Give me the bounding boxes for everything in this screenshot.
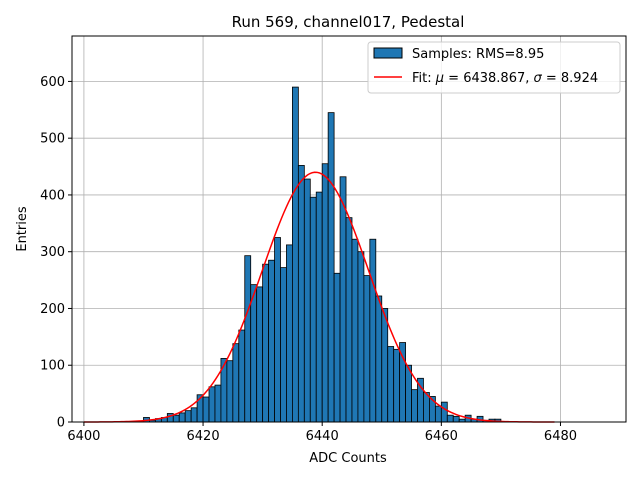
x-axis-label: ADC Counts xyxy=(309,451,387,466)
histogram-bars xyxy=(143,86,502,423)
x-tick-label: 6420 xyxy=(187,429,220,444)
histogram-bar xyxy=(297,165,305,423)
legend-sigma-symbol: σ xyxy=(534,71,543,86)
histogram-bar xyxy=(303,178,311,423)
x-tick-label: 6400 xyxy=(67,429,100,444)
gaussian-fit-curve xyxy=(83,171,555,423)
histogram-bar xyxy=(315,191,323,423)
y-tick-label: 100 xyxy=(40,359,65,374)
x-tick-label: 6480 xyxy=(544,429,577,444)
legend-samples-swatch xyxy=(373,47,403,59)
y-axis-label: Entries xyxy=(15,206,30,252)
histogram-bar xyxy=(208,386,216,423)
y-tick-label: 600 xyxy=(40,75,65,90)
histogram-bar xyxy=(440,401,448,423)
legend-fit-label: Fit: μ = 6438.867, σ = 8.924 xyxy=(412,71,598,86)
histogram-bar xyxy=(262,263,269,423)
histogram-bar xyxy=(345,217,353,423)
x-tick-label: 6440 xyxy=(306,429,339,444)
histogram-bar xyxy=(411,389,418,423)
histogram-bar xyxy=(184,410,192,423)
histogram-bar xyxy=(238,329,246,423)
histogram-bar xyxy=(357,251,365,423)
histogram-bar xyxy=(321,163,329,423)
histogram-bar xyxy=(405,364,412,423)
plot-frame xyxy=(71,35,627,423)
histogram-bar xyxy=(446,414,454,423)
histogram-bar xyxy=(280,267,287,423)
legend-box xyxy=(367,41,621,94)
histogram-bar xyxy=(309,196,317,423)
y-tick-label: 300 xyxy=(40,245,65,260)
y-tick-label: 200 xyxy=(40,302,65,317)
histogram-bar xyxy=(202,396,210,423)
histogram-bar xyxy=(286,244,293,423)
histogram-bar xyxy=(268,259,275,423)
histogram-bar xyxy=(381,308,389,423)
histogram-bar xyxy=(393,348,401,423)
legend-fit-prefix: Fit: xyxy=(412,71,436,86)
y-tick-label: 500 xyxy=(40,132,65,147)
histogram-bar xyxy=(363,275,371,423)
legend-mu-symbol: μ xyxy=(435,71,444,86)
histogram-bar xyxy=(190,407,198,423)
histogram-bar xyxy=(292,86,299,423)
legend-mu-value: = 6438.867, xyxy=(444,71,533,86)
histogram-bar xyxy=(232,343,240,423)
x-axis-ticks: 6400 6420 6440 6460 6480 xyxy=(67,422,577,444)
histogram-bar xyxy=(327,112,335,423)
chart-title: Run 569, channel017, Pedestal xyxy=(232,13,465,31)
histogram-bar xyxy=(214,384,222,423)
histogram-bar xyxy=(172,414,180,423)
histogram-bar xyxy=(333,272,341,423)
histogram-bar xyxy=(434,405,442,423)
histogram-bar xyxy=(250,284,258,423)
histogram-bar xyxy=(387,346,395,423)
histogram-bar xyxy=(452,415,460,423)
y-tick-label: 400 xyxy=(40,188,65,203)
histogram-bar xyxy=(339,176,347,423)
histogram-bar xyxy=(178,412,186,423)
legend-sigma-value: = 8.924 xyxy=(542,71,598,86)
y-axis-ticks: 0 100 200 300 400 500 600 xyxy=(40,75,72,431)
legend: Samples: RMS=8.95 Fit: μ = 6438.867, σ =… xyxy=(367,41,621,94)
histogram-bar xyxy=(375,295,383,423)
histogram-bar xyxy=(256,286,264,423)
histogram-bar xyxy=(369,238,377,423)
x-tick-label: 6460 xyxy=(425,429,458,444)
histogram-bar xyxy=(274,237,281,423)
histogram-bar xyxy=(351,238,359,423)
histogram-bar xyxy=(226,360,234,423)
histogram-bar xyxy=(399,342,406,423)
y-tick-label: 0 xyxy=(57,416,65,431)
legend-samples-label: Samples: RMS=8.95 xyxy=(412,47,544,62)
histogram-bar xyxy=(244,255,252,423)
